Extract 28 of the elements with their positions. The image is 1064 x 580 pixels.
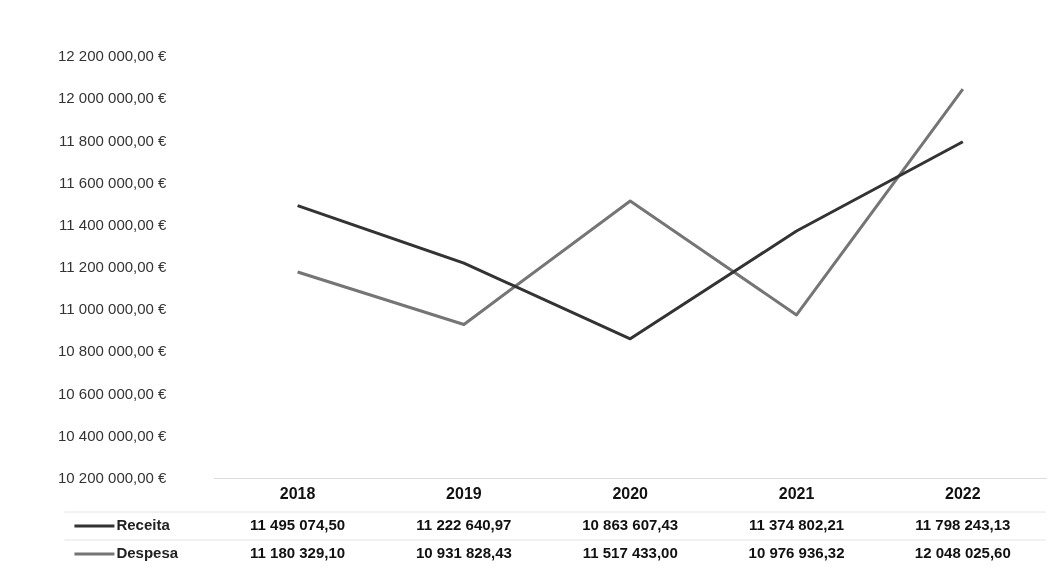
x-tick-label: 2022: [945, 484, 981, 502]
data-label: 11 798 243,13: [915, 516, 1011, 534]
y-tick-label: 11 000 000,00 €: [59, 300, 168, 318]
y-tick-label: 10 800 000,00 €: [58, 342, 168, 360]
y-tick-label: 12 000 000,00 €: [58, 89, 168, 107]
data-label: 12 048 025,60: [914, 544, 1011, 562]
data-label: 11 517 433,00: [582, 544, 678, 562]
y-tick-label: 11 600 000,00 €: [59, 173, 168, 191]
data-label: 10 931 828,43: [415, 544, 512, 562]
legend-label: Despesa: [116, 544, 179, 562]
data-label: 11 180 329,10: [250, 544, 346, 562]
data-label: 10 976 936,32: [748, 544, 845, 562]
data-label: 11 374 802,21: [748, 516, 845, 534]
y-tick-label: 11 800 000,00 €: [59, 131, 168, 149]
data-label: 11 222 640,97: [416, 516, 512, 534]
x-tick-label: 2019: [446, 484, 482, 502]
x-tick-label: 2021: [778, 484, 815, 502]
y-tick-label: 10 600 000,00 €: [58, 384, 168, 402]
y-tick-label: 10 400 000,00 €: [58, 426, 168, 444]
data-label: 10 863 607,43: [582, 516, 679, 534]
y-tick-label: 11 400 000,00 €: [59, 215, 168, 233]
x-tick-label: 2018: [279, 484, 316, 502]
x-tick-label: 2020: [612, 484, 649, 502]
y-tick-label: 10 200 000,00 €: [58, 468, 168, 486]
y-tick-label: 12 200 000,00 €: [58, 47, 168, 65]
y-tick-label: 11 200 000,00 €: [59, 258, 168, 276]
legend-label: Receita: [116, 516, 171, 534]
data-label: 11 495 074,50: [250, 516, 346, 534]
